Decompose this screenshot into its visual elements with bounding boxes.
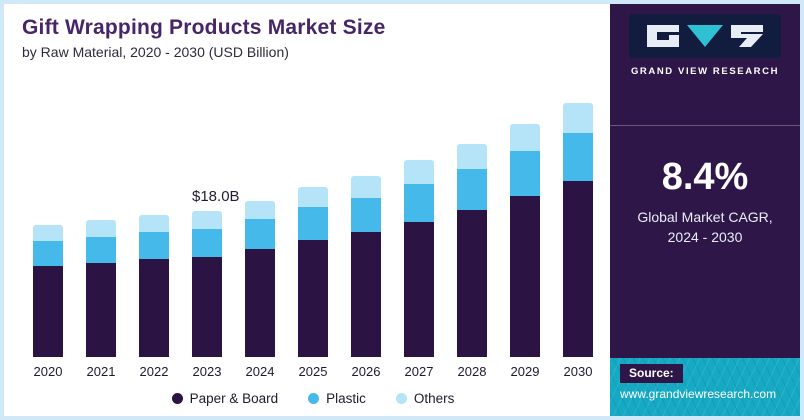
bar-segment-others xyxy=(245,200,275,220)
bar-2028 xyxy=(457,95,487,357)
bar-group-2021: 2021 xyxy=(86,95,116,379)
bar-group-2028: 2028 xyxy=(457,95,487,379)
x-tick-label: 2030 xyxy=(563,364,593,379)
bar-segment-plastic xyxy=(192,229,222,257)
bar-segment-plastic xyxy=(86,237,116,263)
bar-segment-paper-board xyxy=(245,249,275,357)
bar-segment-others xyxy=(351,175,381,198)
bar-group-2022: 2022 xyxy=(139,95,169,379)
bar-segment-others xyxy=(510,123,540,152)
bar-segment-others xyxy=(192,211,222,230)
bar-segment-others xyxy=(86,220,116,238)
bar-segment-others xyxy=(33,225,63,242)
bar-group-2027: 2027 xyxy=(404,95,434,379)
legend-label: Plastic xyxy=(326,391,366,406)
bar-segment-others xyxy=(457,144,487,170)
chart-pane: Gift Wrapping Products Market Size by Ra… xyxy=(4,4,610,416)
source-url: www.grandviewresearch.com xyxy=(620,387,777,401)
bar-group-2025: 2025 xyxy=(298,95,328,379)
x-tick-label: 2023 xyxy=(192,364,222,379)
bar-segment-paper-board xyxy=(510,195,540,357)
cagr-value: 8.4% xyxy=(661,156,749,198)
bar-segment-others xyxy=(563,102,593,133)
bar-segment-plastic xyxy=(404,183,434,222)
gvr-logo-icon xyxy=(647,25,763,47)
legend-dot-icon xyxy=(308,393,320,404)
bar-group-2023: $18.0B 2023 xyxy=(192,95,240,379)
bar-segment-paper-board xyxy=(86,263,116,357)
bar-2021 xyxy=(86,95,116,357)
bar-segment-paper-board xyxy=(351,232,381,357)
bar-segment-plastic xyxy=(33,241,63,267)
source-label: Source: xyxy=(620,364,683,383)
legend-dot-icon xyxy=(171,393,183,404)
bar-group-2026: 2026 xyxy=(351,95,381,379)
bar-segment-others xyxy=(404,160,434,184)
bar-group-2020: 2020 xyxy=(33,95,63,379)
bar-group-2024: 2024 xyxy=(245,95,275,379)
legend-item-others: Others xyxy=(395,391,455,406)
bar-segment-plastic xyxy=(457,169,487,211)
plot-area: 2020 2021 2022 $18.0B 2023 2024 2025 2026 2027 20… xyxy=(22,95,604,379)
brand-logo xyxy=(629,14,781,58)
bar-segment-paper-board xyxy=(298,239,328,357)
bar-segment-paper-board xyxy=(139,259,169,357)
bar-segment-others xyxy=(298,186,328,208)
bar-2029 xyxy=(510,95,540,357)
bar-2023: $18.0B xyxy=(192,95,240,357)
chart-title: Gift Wrapping Products Market Size xyxy=(22,16,386,39)
x-tick-label: 2027 xyxy=(404,364,434,379)
bar-2027 xyxy=(404,95,434,357)
bar-value-label: $18.0B xyxy=(192,188,240,206)
x-tick-label: 2025 xyxy=(298,364,328,379)
bar-group-2030: 2030 xyxy=(563,95,593,379)
bar-2026 xyxy=(351,95,381,357)
x-tick-label: 2028 xyxy=(457,364,487,379)
bar-2025 xyxy=(298,95,328,357)
legend-item-paper-board: Paper & Board xyxy=(171,391,279,406)
x-tick-label: 2022 xyxy=(139,364,169,379)
sidebar: GRAND VIEW RESEARCH 8.4% Global Market C… xyxy=(610,4,800,416)
bar-2020 xyxy=(33,95,63,357)
x-tick-label: 2029 xyxy=(510,364,540,379)
x-tick-label: 2020 xyxy=(33,364,63,379)
x-tick-label: 2021 xyxy=(86,364,116,379)
bar-segment-paper-board xyxy=(33,266,63,357)
bar-segment-paper-board xyxy=(563,181,593,357)
bar-2022 xyxy=(139,95,169,357)
bar-segment-paper-board xyxy=(192,256,222,357)
bar-segment-plastic xyxy=(563,132,593,182)
legend-label: Others xyxy=(413,391,455,406)
legend: Paper & Board Plastic Others xyxy=(22,391,604,406)
bar-segment-plastic xyxy=(245,219,275,250)
bar-segment-others xyxy=(139,215,169,233)
x-tick-label: 2024 xyxy=(245,364,275,379)
sidebar-divider xyxy=(610,125,800,126)
legend-label: Paper & Board xyxy=(189,391,279,406)
bar-2024 xyxy=(245,95,275,357)
legend-dot-icon xyxy=(395,393,407,404)
bar-2030 xyxy=(563,95,593,357)
legend-item-plastic: Plastic xyxy=(308,391,366,406)
source-band: Source: www.grandviewresearch.com xyxy=(610,358,800,416)
bar-segment-plastic xyxy=(510,151,540,196)
bar-segment-paper-board xyxy=(457,210,487,357)
bar-segment-plastic xyxy=(351,197,381,233)
brand-name: GRAND VIEW RESEARCH xyxy=(630,66,780,77)
cagr-label: Global Market CAGR, 2024 - 2030 xyxy=(637,209,773,246)
chart-subtitle: by Raw Material, 2020 - 2030 (USD Billio… xyxy=(22,44,289,60)
x-tick-label: 2026 xyxy=(351,364,381,379)
bar-segment-plastic xyxy=(298,207,328,240)
bar-segment-plastic xyxy=(139,232,169,259)
cagr-block: 8.4% Global Market CAGR, 2024 - 2030 xyxy=(610,156,800,248)
bar-segment-paper-board xyxy=(404,221,434,357)
bar-group-2029: 2029 xyxy=(510,95,540,379)
